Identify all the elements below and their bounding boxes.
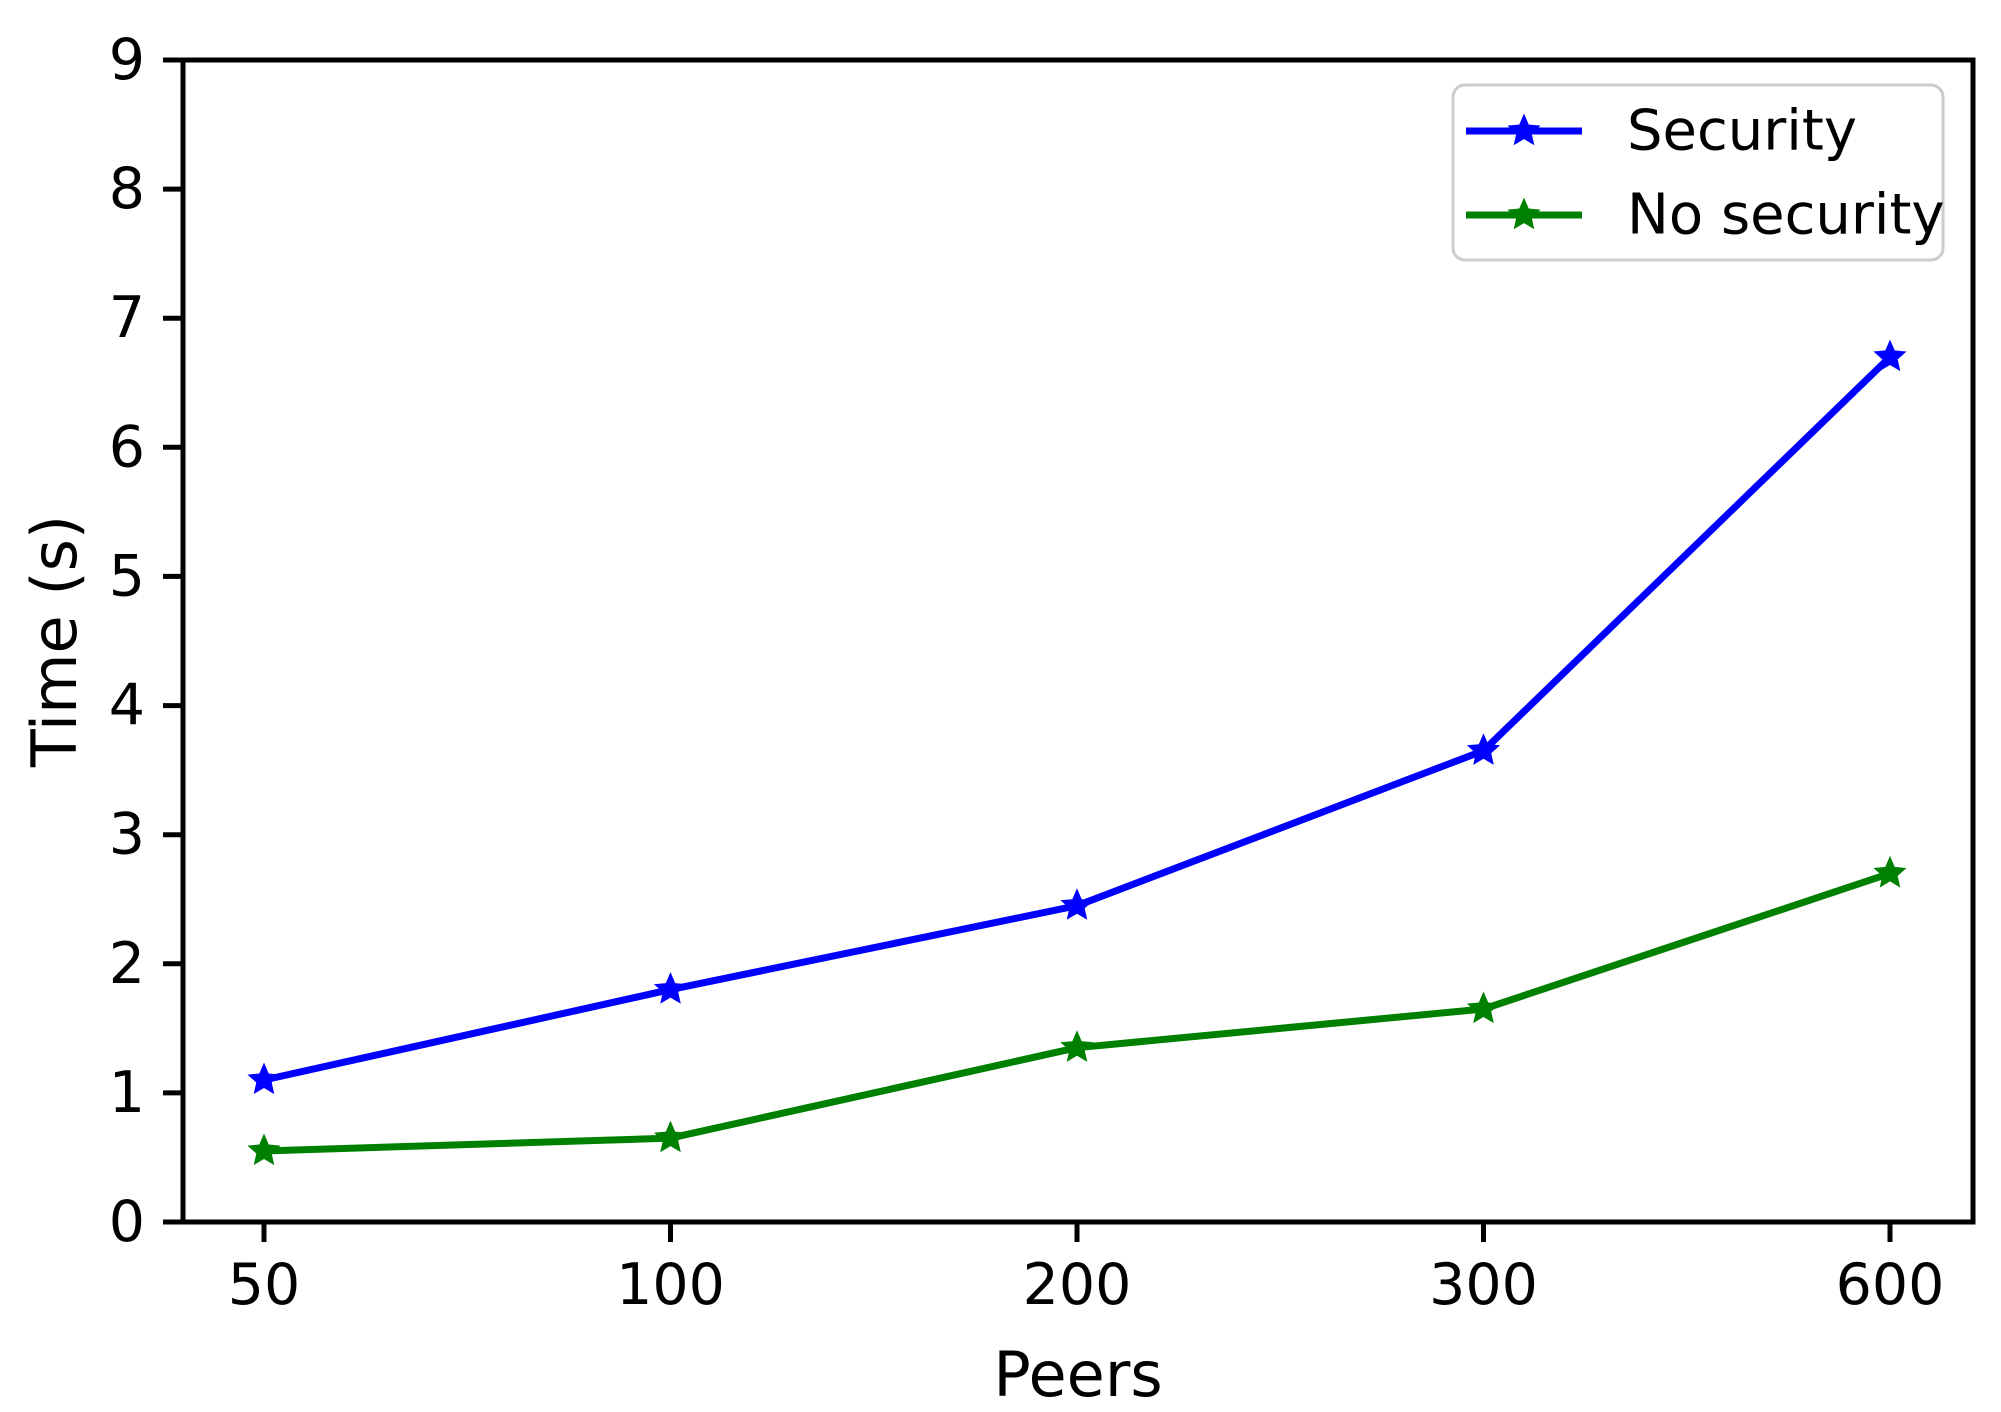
x-tick-label: 300 bbox=[1429, 1252, 1538, 1318]
y-tick-label: 8 bbox=[109, 156, 145, 222]
legend-star-marker bbox=[1507, 197, 1541, 230]
legend: Security No security bbox=[1451, 83, 1945, 262]
data-point-marker-security bbox=[1060, 888, 1094, 920]
y-tick-label: 4 bbox=[109, 673, 145, 739]
x-tick-label: 200 bbox=[1023, 1252, 1132, 1318]
data-point-marker-security bbox=[1873, 339, 1907, 372]
legend-item-security: Security bbox=[1466, 99, 1857, 164]
legend-item-no-security: No security bbox=[1466, 183, 1945, 248]
y-tick-label: 3 bbox=[109, 802, 145, 868]
data-point-marker-security bbox=[1466, 733, 1501, 765]
y-tick-label: 7 bbox=[109, 285, 145, 351]
data-point-marker-security bbox=[247, 1062, 281, 1095]
x-tick-label: 600 bbox=[1836, 1252, 1945, 1318]
legend-star-marker bbox=[1507, 113, 1541, 146]
legend-label-security: Security bbox=[1627, 99, 1857, 164]
data-point-marker-security bbox=[653, 972, 688, 1004]
y-tick-label: 5 bbox=[109, 543, 145, 609]
y-tick-label: 2 bbox=[109, 931, 145, 997]
data-point-marker-no-security bbox=[247, 1133, 281, 1166]
data-point-marker-no-security bbox=[1466, 991, 1501, 1024]
y-axis-label: Time (s) bbox=[18, 515, 91, 768]
data-point-marker-no-security bbox=[1060, 1030, 1094, 1062]
x-tick-label: 50 bbox=[228, 1252, 301, 1318]
data-point-marker-no-security bbox=[1873, 855, 1907, 888]
x-axis-label: Peers bbox=[993, 1338, 1162, 1411]
y-tick-label: 6 bbox=[109, 414, 145, 480]
y-tick-label: 0 bbox=[109, 1189, 145, 1255]
y-tick-label: 9 bbox=[109, 27, 145, 93]
y-tick-label: 1 bbox=[109, 1060, 145, 1126]
x-tick-label: 100 bbox=[616, 1252, 725, 1318]
data-point-marker-no-security bbox=[653, 1120, 688, 1153]
legend-label-no-security: No security bbox=[1627, 183, 1945, 248]
